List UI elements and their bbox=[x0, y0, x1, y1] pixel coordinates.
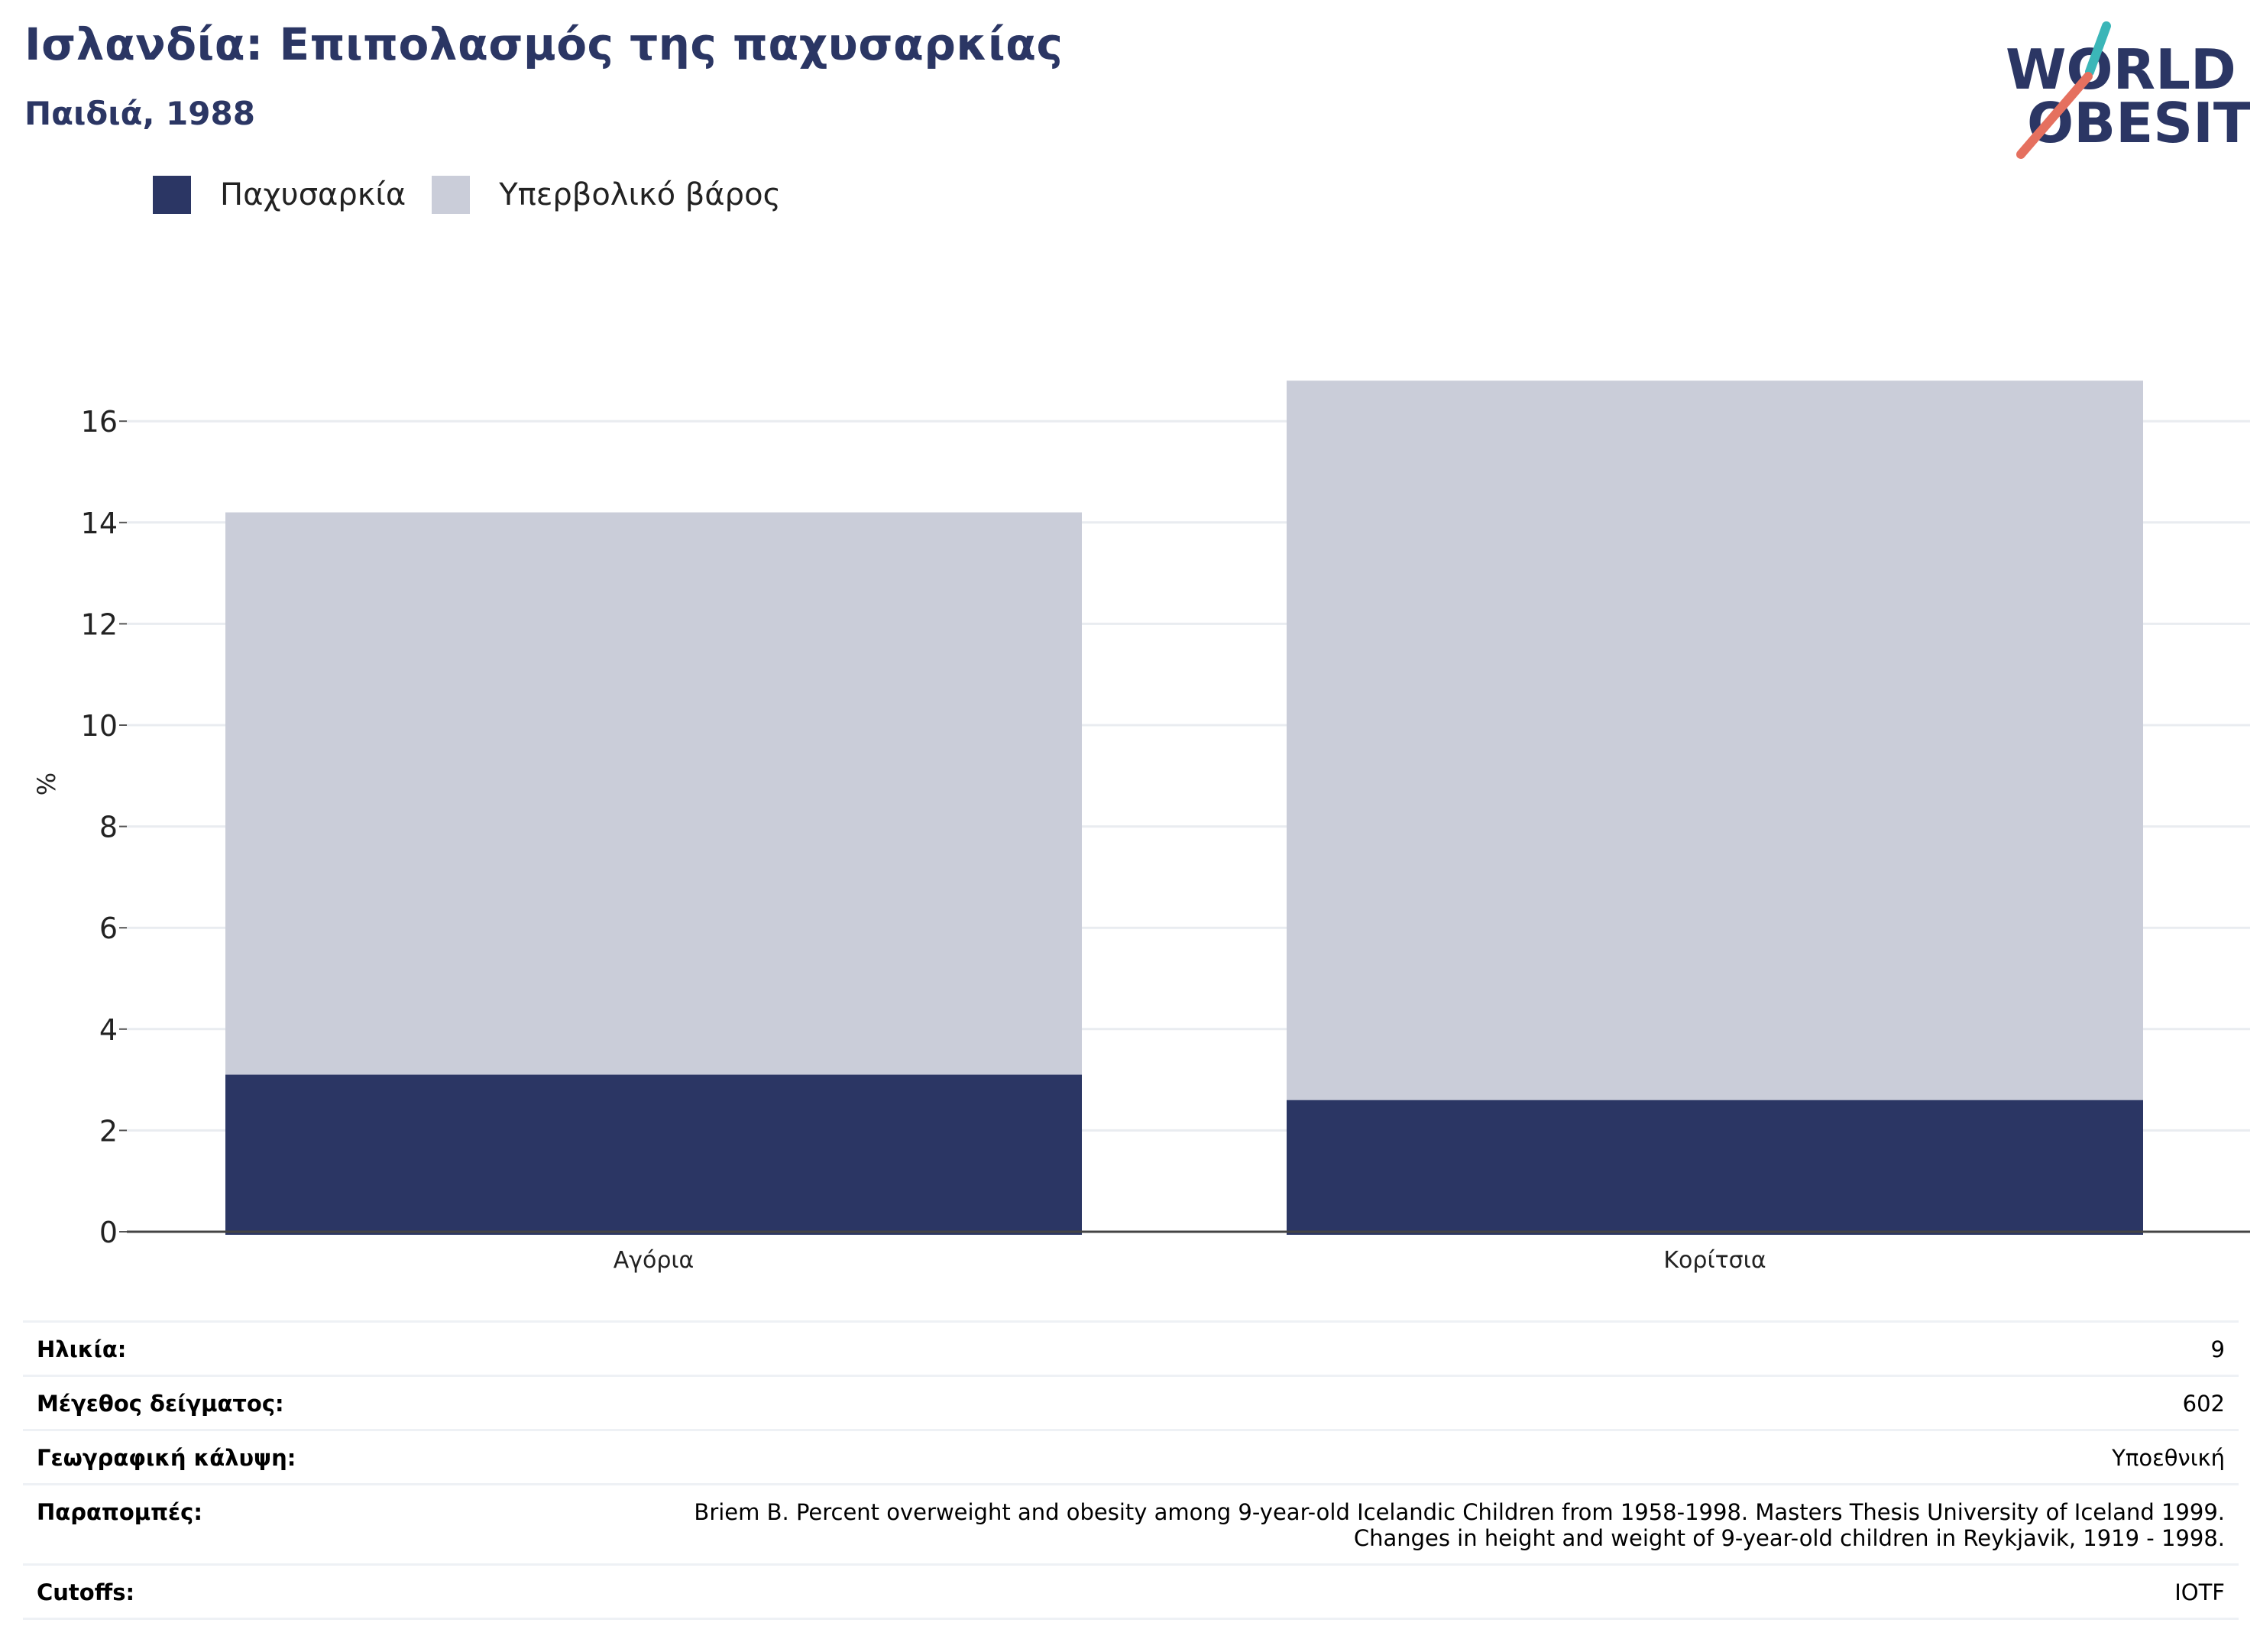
y-tick-label: 16 bbox=[81, 405, 118, 439]
bar-overweight-0 bbox=[225, 512, 1082, 1075]
legend-item-obesity[interactable]: Παχυσαρκία bbox=[153, 176, 406, 214]
world-obesity-logo: WORLD OBESITY bbox=[2006, 21, 2250, 159]
x-tick-label: Αγόρια bbox=[614, 1247, 695, 1274]
info-value: Υποεθνική bbox=[2112, 1445, 2225, 1471]
info-label: Cutoffs: bbox=[37, 1579, 135, 1605]
bar-obesity-0 bbox=[225, 1074, 1082, 1235]
x-tick-label: Κορίτσια bbox=[1663, 1247, 1766, 1274]
chart-title: Ισλανδία: Επιπολασμός της παχυσαρκίας bbox=[24, 18, 1064, 70]
info-row-age: Ηλικία: 9 bbox=[23, 1320, 2239, 1375]
legend-swatch-overweight bbox=[432, 176, 471, 214]
y-axis-label: % bbox=[32, 773, 61, 795]
y-tick-label: 6 bbox=[99, 912, 118, 945]
logo-text-world: WORLD bbox=[2006, 37, 2236, 102]
info-label: Γεωγραφική κάλυψη: bbox=[37, 1445, 296, 1471]
info-label: Μέγεθος δείγματος: bbox=[37, 1391, 284, 1417]
y-tick-label: 14 bbox=[81, 507, 118, 540]
y-tick-label: 0 bbox=[99, 1216, 118, 1249]
y-tick-label: 10 bbox=[81, 709, 118, 743]
y-tick-label: 4 bbox=[99, 1013, 118, 1047]
info-table: Ηλικία: 9 Μέγεθος δείγματος: 602 Γεωγραφ… bbox=[23, 1320, 2239, 1620]
logo-teal-slash bbox=[2085, 21, 2111, 76]
chart-subtitle: Παιδιά, 1988 bbox=[24, 95, 255, 132]
y-tick-label: 8 bbox=[99, 811, 118, 844]
y-tick-label: 2 bbox=[99, 1114, 118, 1148]
legend-item-overweight[interactable]: Υπερβολικό βάρος bbox=[432, 176, 781, 214]
info-row-coverage: Γεωγραφική κάλυψη: Υποεθνική bbox=[23, 1429, 2239, 1483]
info-row-cutoffs: Cutoffs: IOTF bbox=[23, 1563, 2239, 1620]
y-tick-label: 12 bbox=[81, 607, 118, 641]
legend-label-overweight: Υπερβολικό βάρος bbox=[499, 177, 782, 212]
info-row-references: Παραπομπές: Briem B. Percent overweight … bbox=[23, 1483, 2239, 1563]
stacked-bar-chart: 0 2 4 6 8 10 12 14 16% Αγόρια Κορίτσια bbox=[32, 381, 2250, 1274]
info-value: 602 bbox=[2182, 1391, 2225, 1417]
legend-swatch-obesity bbox=[153, 176, 191, 214]
info-label: Παραπομπές: bbox=[37, 1499, 202, 1525]
info-value: 9 bbox=[2210, 1336, 2225, 1362]
info-row-sample-size: Μέγεθος δείγματος: 602 bbox=[23, 1375, 2239, 1429]
bar-overweight-1 bbox=[1287, 381, 2143, 1100]
bar-obesity-1 bbox=[1287, 1100, 2143, 1235]
info-value: IOTF bbox=[2174, 1579, 2225, 1605]
info-label: Ηλικία: bbox=[37, 1336, 127, 1362]
logo-coral-slash bbox=[2016, 72, 2093, 159]
legend-label-obesity: Παχυσαρκία bbox=[220, 177, 406, 212]
info-value: Briem B. Percent overweight and obesity … bbox=[694, 1499, 2225, 1551]
chart-legend: Παχυσαρκία Υπερβολικό βάρος bbox=[153, 174, 807, 215]
